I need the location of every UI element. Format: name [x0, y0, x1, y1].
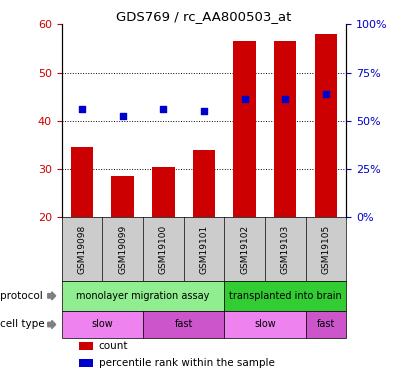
- Text: monolayer migration assay: monolayer migration assay: [76, 291, 210, 301]
- Bar: [111, 176, 134, 218]
- Bar: [143, 311, 224, 338]
- Bar: [79, 359, 93, 367]
- Point: [323, 92, 329, 98]
- Text: GSM19105: GSM19105: [322, 225, 330, 274]
- Bar: [62, 311, 143, 338]
- Bar: [224, 281, 346, 311]
- Text: fast: fast: [174, 320, 193, 330]
- Point: [119, 113, 126, 119]
- Bar: [193, 150, 215, 217]
- Bar: [62, 281, 224, 311]
- Text: GSM19098: GSM19098: [78, 225, 86, 274]
- Bar: [152, 167, 174, 218]
- Text: cell type: cell type: [0, 320, 45, 330]
- Point: [79, 106, 85, 112]
- Text: GSM19102: GSM19102: [240, 225, 249, 274]
- Bar: [315, 34, 337, 218]
- Point: [242, 96, 248, 102]
- Bar: [234, 41, 256, 218]
- Text: fast: fast: [317, 320, 335, 330]
- Bar: [71, 147, 93, 218]
- Text: transplanted into brain: transplanted into brain: [229, 291, 341, 301]
- Text: GSM19101: GSM19101: [199, 225, 209, 274]
- Text: count: count: [99, 341, 128, 351]
- Text: GSM19100: GSM19100: [159, 225, 168, 274]
- Title: GDS769 / rc_AA800503_at: GDS769 / rc_AA800503_at: [116, 10, 292, 23]
- Text: slow: slow: [254, 320, 276, 330]
- Bar: [274, 41, 297, 218]
- Text: percentile rank within the sample: percentile rank within the sample: [99, 358, 275, 368]
- Text: GSM19099: GSM19099: [118, 225, 127, 274]
- Point: [160, 106, 166, 112]
- Text: protocol: protocol: [0, 291, 43, 301]
- Text: GSM19103: GSM19103: [281, 225, 290, 274]
- Text: slow: slow: [92, 320, 113, 330]
- Point: [282, 96, 289, 102]
- Bar: [306, 311, 346, 338]
- Bar: [224, 311, 306, 338]
- Point: [201, 108, 207, 114]
- Bar: [79, 342, 93, 350]
